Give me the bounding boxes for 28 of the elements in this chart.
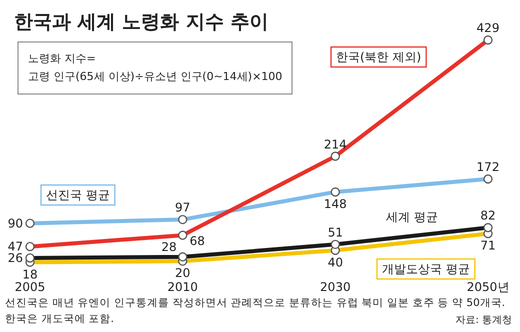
data-label: 82 [480, 208, 496, 223]
data-label: 40 [328, 255, 343, 270]
x-tick-label: 2050년 [466, 280, 510, 294]
data-label: 97 [175, 200, 190, 215]
data-label: 51 [328, 225, 343, 240]
series-label: 개발도상국 평균 [382, 262, 470, 276]
text: 한국은 개도국에 포함. [5, 313, 114, 325]
x-tick-label: 2030 [320, 280, 351, 294]
data-label: 90 [8, 216, 23, 230]
annotation: 노령화 지수= [28, 52, 96, 65]
data-label: 429 [476, 21, 500, 35]
series-label: 한국(북한 제외) [336, 50, 422, 64]
x-tick-label: 2010 [167, 280, 198, 294]
text: 자료: 통계청 [455, 315, 512, 326]
chart-title: 한국과 세계 노령화 지수 추이 [14, 11, 268, 33]
series-label: 선진국 평균 [46, 188, 110, 202]
text: 선진국은 매년 유엔이 인구통계를 작성하면서 관례적으로 분류하는 유럽 북미 일본 호주 등 약 50개국. [5, 297, 506, 309]
x-tick-label: 2005 [14, 280, 46, 294]
data-label: 71 [480, 238, 496, 253]
data-label: 18 [22, 267, 38, 282]
data-label: 28 [161, 240, 177, 254]
data-label: 172 [476, 160, 500, 174]
data-label: 148 [324, 196, 347, 211]
data-label: 20 [175, 266, 190, 280]
series-label: 세계 평균 [386, 210, 438, 224]
annotation: 고령 인구(65세 이상)÷유소년 인구(0~14세)×100 [28, 70, 282, 83]
data-label: 214 [324, 137, 347, 152]
data-label: 68 [190, 234, 205, 248]
